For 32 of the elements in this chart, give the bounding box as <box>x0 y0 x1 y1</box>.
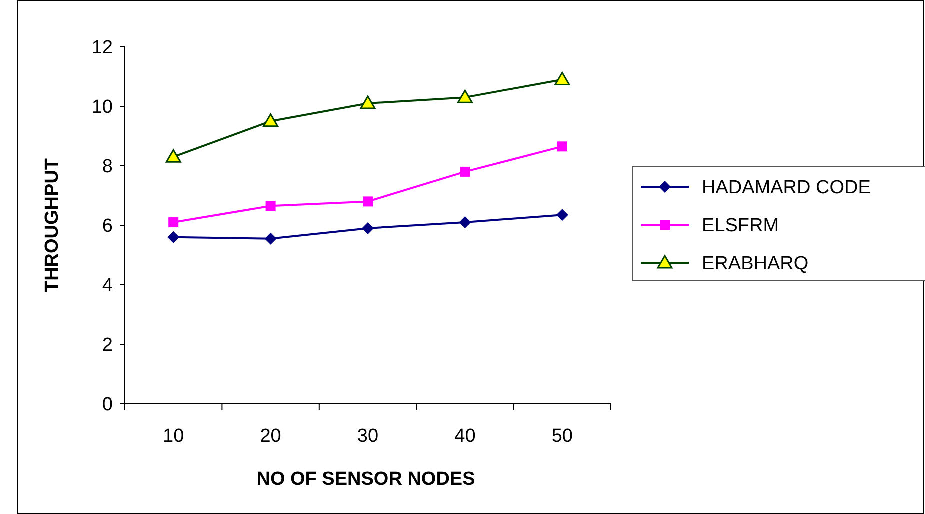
y-tick-label: 8 <box>102 156 113 178</box>
point <box>264 232 277 245</box>
legend-label: ELSFRM <box>702 216 780 237</box>
legend-label: HADAMARD CODE <box>702 178 871 199</box>
y-tick-label: 2 <box>102 335 113 356</box>
legend-label: ERABHARQ <box>702 254 809 275</box>
point <box>457 90 473 104</box>
x-tick-label: 20 <box>260 426 282 447</box>
x-axis-title: NO OF SENSOR NODES <box>256 469 476 490</box>
y-tick-label: 6 <box>102 216 113 238</box>
point <box>166 149 182 163</box>
point <box>263 114 279 128</box>
point <box>363 196 373 207</box>
x-tick-label: 50 <box>552 426 573 447</box>
y-tick-label: 10 <box>92 97 113 118</box>
point <box>459 216 472 229</box>
point <box>360 96 376 110</box>
y-axis-title: THROUGHPUT <box>42 158 63 293</box>
x-tick-label: 10 <box>163 426 184 447</box>
point <box>557 142 568 152</box>
point <box>168 231 180 244</box>
y-tick-label: 4 <box>102 276 114 297</box>
point <box>362 222 374 234</box>
point <box>556 209 568 222</box>
point <box>460 166 470 177</box>
point <box>168 218 179 228</box>
point <box>266 201 276 212</box>
y-tick-label: 12 <box>92 38 113 59</box>
x-tick-label: 30 <box>357 426 379 447</box>
y-tick-label: 0 <box>102 394 113 416</box>
x-tick-label: 40 <box>454 426 476 447</box>
point <box>554 72 570 86</box>
